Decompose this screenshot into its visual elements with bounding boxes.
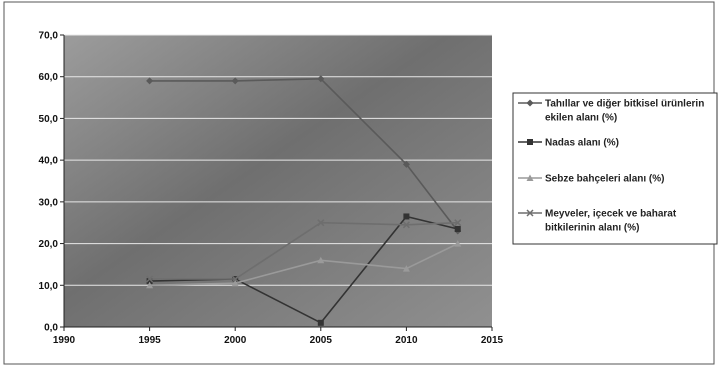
x-tick-label: 1995 (138, 335, 161, 346)
series-4 (146, 219, 462, 283)
y-tick-label: 0,0 (44, 323, 58, 334)
legend-swatch-marker (527, 139, 533, 145)
data-point (403, 213, 410, 220)
data-point (454, 240, 462, 247)
legend-entry-4: Meyveler, içecek ve baharat bitkilerinin … (518, 209, 677, 234)
series-1 (146, 75, 462, 235)
plot-area (64, 35, 492, 327)
series-3 (146, 240, 462, 289)
x-tick-label: 2000 (224, 335, 247, 346)
data-point (146, 281, 154, 289)
legend-entry-1: Tahıllar ve diğer bitkisel ürünlerin ekil… (518, 99, 704, 124)
y-tick-label: 30,0 (39, 197, 59, 208)
legend-swatch-marker (526, 209, 534, 217)
data-point (317, 219, 325, 227)
data-point (454, 225, 461, 232)
data-point (146, 275, 154, 283)
y-tick-label: 70,0 (39, 31, 59, 42)
data-point (231, 279, 239, 287)
axes (60, 34, 493, 331)
y-tick-label: 50,0 (39, 114, 59, 125)
data-point (317, 319, 324, 326)
y-tick-label: 10,0 (39, 281, 59, 292)
x-tick-label: 1990 (53, 335, 76, 346)
tick-labels: 0,0 10,0 20,0 30,0 40,0 50,0 60,0 70,0 1990 1995 2… (39, 31, 504, 347)
legend-entry-3: Sebze bahçeleri alanı (%) (518, 174, 665, 185)
data-point (317, 75, 325, 83)
legend-label: Tahıllar ve diğer bitkisel ürünlerin ekil… (545, 99, 704, 124)
legend-label: Sebze bahçeleri alanı (%) (545, 174, 665, 185)
y-tick-label: 60,0 (39, 72, 59, 83)
data-point (231, 275, 239, 283)
y-tick-label: 40,0 (39, 156, 59, 167)
data-point (146, 278, 153, 285)
legend-entry-2: Nadas alanı (%) (518, 138, 619, 149)
legend-swatch-marker (526, 174, 534, 181)
x-tick-label: 2010 (395, 335, 418, 346)
data-point (402, 265, 410, 272)
legend-label: Meyveler, içecek ve baharat bitkilerinin … (545, 209, 677, 234)
data-point (146, 77, 154, 85)
data-point (402, 221, 410, 229)
y-tick-label: 20,0 (39, 239, 59, 250)
series-layer (146, 75, 462, 326)
x-tick-label: 2015 (481, 335, 504, 346)
data-point (454, 219, 462, 227)
x-tick-label: 2005 (310, 335, 333, 346)
data-point (231, 77, 239, 85)
gridlines (64, 34, 492, 286)
data-point (317, 256, 325, 264)
legend-label: Nadas alanı (%) (545, 138, 619, 149)
data-point (402, 160, 410, 168)
legend-swatch-marker (526, 99, 534, 107)
legend: Tahıllar ve diğer bitkisel ürünlerin ekil… (518, 99, 704, 234)
legend-box (512, 92, 718, 245)
